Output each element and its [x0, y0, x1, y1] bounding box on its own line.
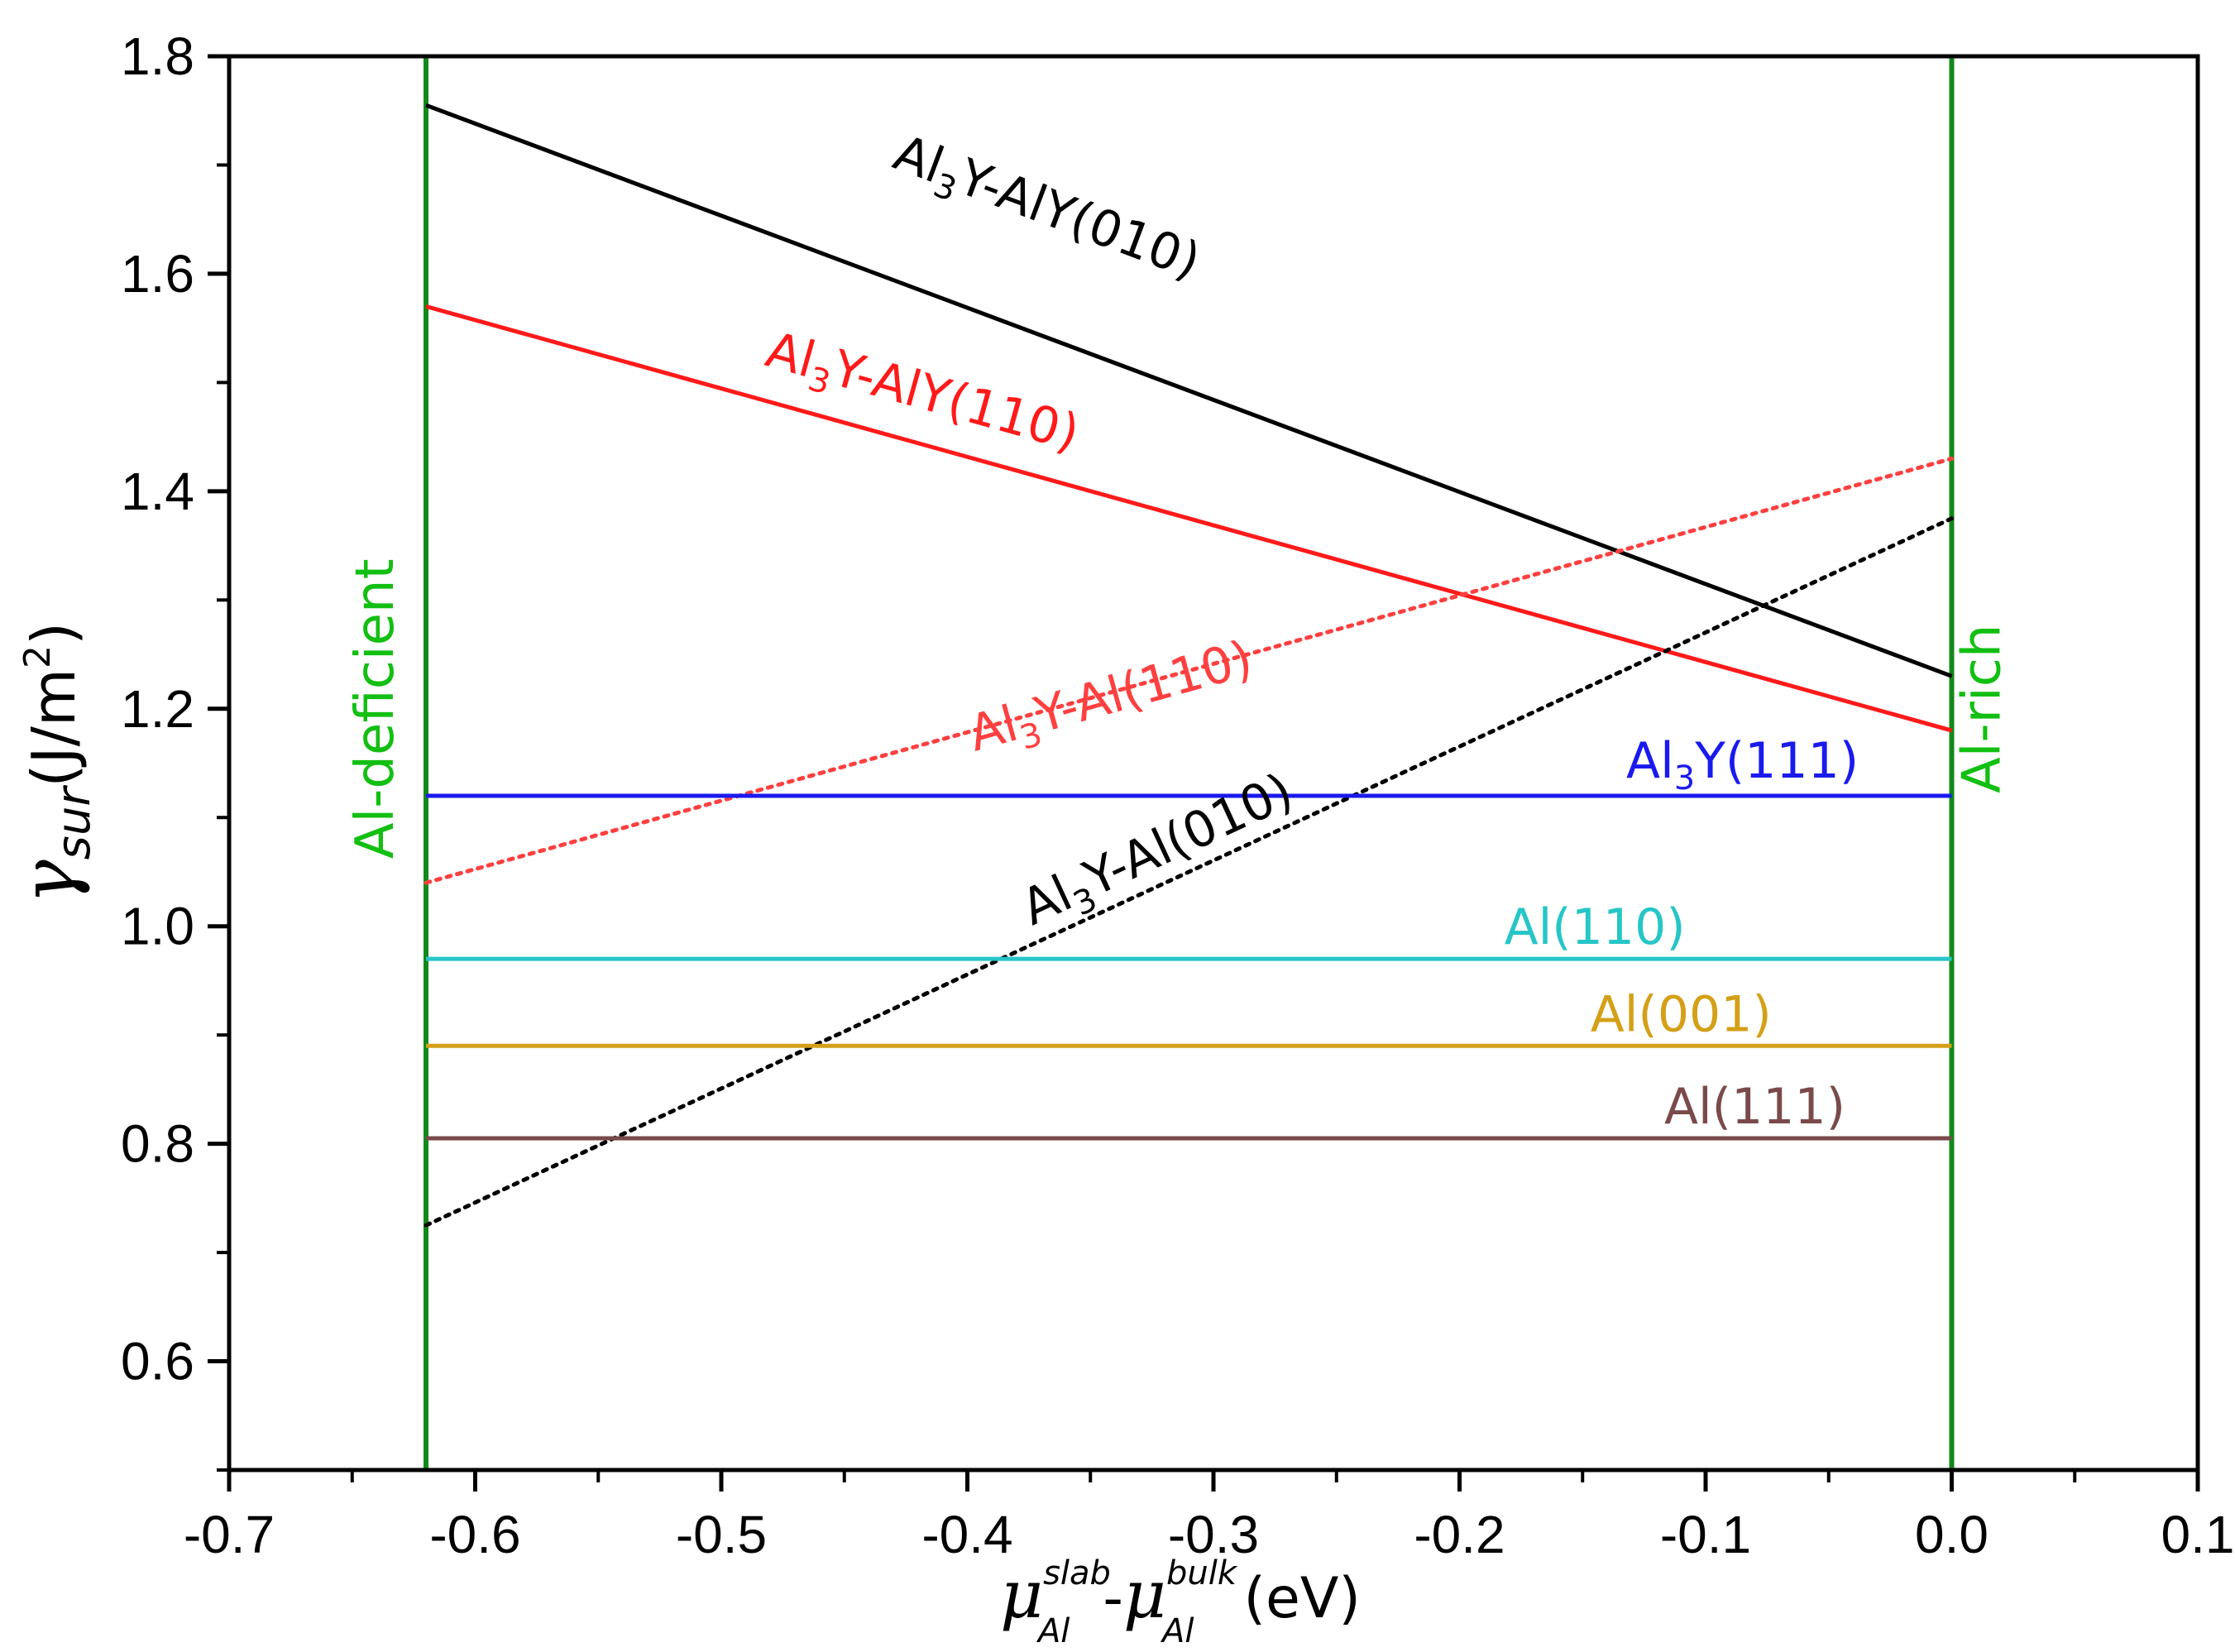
y-axis-symbol: γ	[6, 860, 93, 904]
series-label-rest: Y(111)	[1694, 732, 1859, 790]
series-label-al001: Al(001)	[1591, 985, 1772, 1043]
series-label-al3y-al110: Al3Y-Al(110)	[963, 630, 1261, 770]
series-line-al3y-al110	[424, 456, 1954, 885]
series-label-al110: Al(110)	[1505, 898, 1686, 956]
series-label-al3y111: Al3Y(111)	[1626, 732, 1859, 797]
x-tick-label: -0.3	[1168, 1505, 1259, 1564]
series-label-main: Al(110)	[1505, 898, 1686, 956]
y-axis-sub: sur	[47, 785, 101, 860]
x-axis-sup-2: bulk	[1166, 1554, 1238, 1592]
x-axis-sup-1: slab	[1043, 1554, 1111, 1592]
y-axis-unit-sup: 2	[17, 645, 59, 668]
y-tick-label: 1.8	[121, 26, 194, 86]
x-tick-label: -0.5	[676, 1505, 767, 1564]
series-line-al3y-aly110	[425, 304, 1953, 733]
x-tick-label: -0.7	[184, 1505, 275, 1564]
x-tick-label: -0.1	[1660, 1505, 1751, 1564]
series-label-sub: 3	[1674, 759, 1695, 797]
x-axis-sub-1: Al	[1036, 1612, 1070, 1650]
vertical-boundaries: Al-deficient Al-rich	[345, 56, 2013, 1470]
series-label-rest: Y-AlY(110)	[826, 339, 1085, 463]
x-tick-label: -0.2	[1414, 1505, 1505, 1564]
x-axis-symbol-2: μ	[1123, 1556, 1166, 1633]
x-axis-title: μslab Al -μbulk Al (eV)	[1000, 1554, 1361, 1650]
series-labels: Al3Y-AlY(010)Al3Y-AlY(110)Al3Y-Al(110)Al…	[758, 124, 1859, 1136]
x-axis-dash: -	[1103, 1566, 1123, 1631]
y-tick-label: 0.6	[121, 1332, 194, 1391]
y-tick-label: 0.8	[121, 1114, 194, 1174]
y-axis-unit-open: (J/m	[19, 668, 89, 788]
series-label-main: Al	[1626, 732, 1674, 790]
y-axis-unit-close: )	[19, 622, 89, 645]
x-axis-sub-2: Al	[1160, 1612, 1194, 1650]
y-tick-label: 1.0	[121, 897, 194, 956]
series-label-rest: Y-AlY(010)	[950, 148, 1208, 291]
series-label-al111: Al(111)	[1664, 1078, 1845, 1136]
x-axis-unit: (eV)	[1243, 1566, 1360, 1631]
series-label-al3y-aly010: Al3Y-AlY(010)	[883, 124, 1208, 298]
series-label-rest: Y-Al(110)	[1028, 630, 1259, 745]
y-tick-label: 1.2	[121, 679, 194, 739]
x-axis-symbol-1: μ	[1000, 1556, 1043, 1633]
plot-frame	[227, 54, 2200, 1472]
series-line-al3y-aly010	[425, 103, 1953, 678]
region-label-al-rich: Al-rich	[1952, 625, 2013, 794]
x-tick-label: 0.0	[1915, 1505, 1989, 1564]
x-tick-label: -0.4	[921, 1505, 1012, 1564]
series-label-main: Al	[963, 695, 1024, 764]
y-tick-label: 1.4	[121, 462, 194, 521]
series-label-al3y-aly110: Al3Y-AlY(110)	[758, 321, 1085, 470]
x-tick-label: 0.1	[2161, 1505, 2235, 1564]
series-lines	[424, 103, 1954, 1228]
x-tick-label: -0.6	[429, 1505, 520, 1564]
y-tick-label: 1.6	[121, 244, 194, 304]
series-label-al3y-al010: Al3Y-Al(010)	[1013, 762, 1305, 944]
axes	[227, 54, 2200, 1472]
series-label-main: Al(001)	[1591, 985, 1772, 1043]
y-axis-title: γsur(J/m2)	[6, 622, 101, 904]
ticks: -0.7 -0.6 -0.5 -0.4 -0.3 -0.2 -0.1 0.0 0.1 0.6 0.8…	[121, 26, 2234, 1564]
series-label-main: Al(111)	[1664, 1078, 1845, 1136]
series-line-al3y-al010	[424, 516, 1954, 1228]
region-label-al-deficient: Al-deficient	[345, 558, 406, 859]
